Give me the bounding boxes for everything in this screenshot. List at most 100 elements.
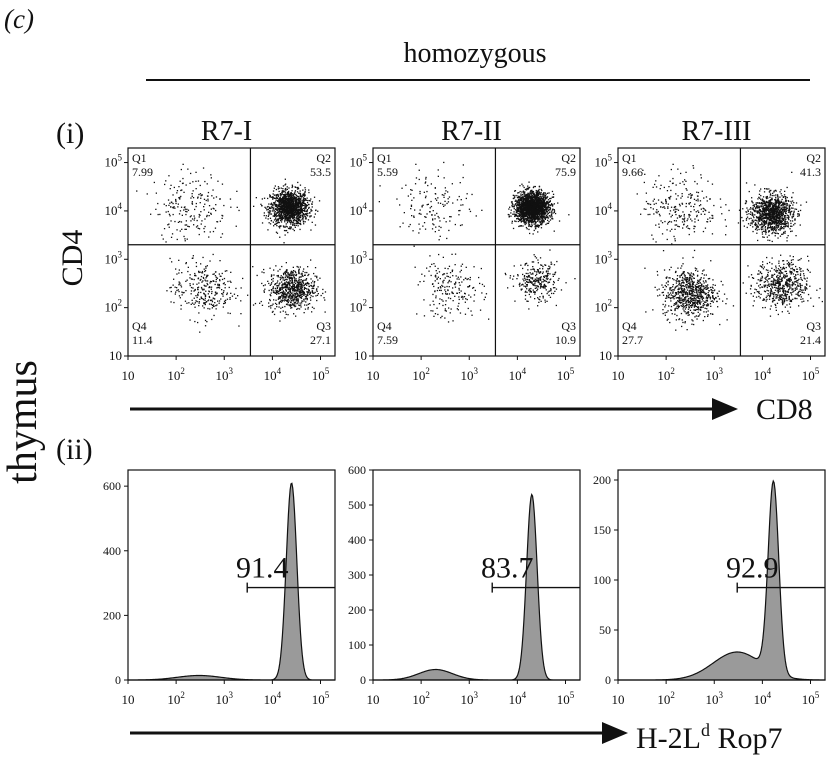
event-dot (285, 296, 287, 298)
event-dot (522, 284, 524, 286)
event-dot (167, 199, 170, 201)
event-dot (294, 219, 297, 221)
event-dot (222, 291, 225, 294)
event-dot (276, 209, 279, 211)
event-dot (293, 215, 295, 217)
event-dot (212, 253, 214, 256)
event-dot (516, 194, 518, 197)
event-dot (318, 200, 321, 202)
event-dot (284, 281, 286, 284)
event-dot (230, 292, 232, 294)
event-dot (218, 287, 221, 289)
event-dot (307, 282, 309, 284)
event-dot (437, 267, 439, 270)
event-dot (283, 226, 285, 228)
event-dot (285, 271, 288, 273)
event-dot (279, 227, 281, 229)
event-dot (280, 203, 282, 205)
event-dot (536, 202, 538, 204)
event-dot (530, 217, 532, 220)
event-dot (299, 222, 302, 224)
event-dot (290, 201, 293, 203)
event-dot (300, 195, 302, 198)
event-dot (299, 190, 301, 192)
event-dot (524, 264, 526, 266)
event-dot (291, 184, 293, 186)
event-dot (185, 262, 187, 265)
event-dot (295, 209, 297, 211)
event-dot (195, 265, 198, 268)
event-dot (295, 274, 297, 277)
event-dot (293, 215, 295, 218)
event-dot (166, 290, 168, 292)
event-dot (273, 207, 275, 209)
event-dot (279, 279, 282, 281)
event-dot (539, 211, 541, 213)
event-dot (213, 305, 215, 307)
event-dot (523, 208, 525, 210)
event-dot (295, 271, 297, 274)
event-dot (283, 200, 285, 203)
event-dot (304, 221, 306, 223)
event-dot (523, 209, 525, 211)
event-dot (541, 206, 543, 209)
event-dot (296, 218, 298, 220)
event-dot (540, 205, 542, 207)
event-dot (176, 273, 178, 275)
event-dot (214, 275, 217, 277)
event-dot (290, 291, 292, 293)
event-dot (267, 211, 269, 213)
event-dot (529, 272, 531, 274)
event-dot (279, 193, 281, 195)
event-dot (544, 192, 546, 194)
event-dot (511, 204, 513, 207)
event-dot (187, 270, 189, 273)
event-dot (292, 205, 294, 207)
event-dot (181, 272, 183, 274)
event-dot (296, 290, 299, 292)
event-dot (539, 208, 541, 210)
event-dot (520, 194, 522, 197)
event-dot (218, 302, 220, 304)
event-dot (272, 193, 274, 195)
event-dot (290, 292, 292, 294)
event-dot (543, 284, 545, 286)
event-dot (300, 223, 302, 226)
event-dot (303, 294, 305, 296)
event-dot (240, 300, 242, 302)
event-dot (293, 288, 295, 290)
event-dot (303, 288, 305, 290)
event-dot (295, 315, 297, 317)
event-dot (535, 280, 537, 283)
event-dot (539, 296, 541, 298)
event-dot (522, 215, 525, 217)
event-dot (209, 308, 211, 310)
event-dot (292, 294, 294, 296)
event-dot (439, 298, 441, 300)
event-dot (314, 291, 316, 294)
event-dot (190, 215, 192, 217)
event-dot (272, 277, 274, 280)
event-dot (200, 197, 202, 199)
event-dot (285, 297, 287, 299)
event-dot (287, 288, 289, 291)
event-dot (540, 191, 542, 194)
event-dot (520, 216, 522, 219)
event-dot (288, 195, 291, 197)
event-dot (309, 212, 311, 214)
event-dot (269, 299, 271, 302)
event-dot (229, 198, 232, 200)
event-dot (288, 281, 290, 283)
event-dot (536, 191, 539, 193)
event-dot (521, 212, 523, 214)
event-dot (534, 204, 536, 206)
event-dot (532, 214, 534, 217)
event-dot (533, 215, 535, 217)
event-dot (539, 257, 542, 259)
event-dot (184, 208, 186, 210)
event-dot (519, 190, 521, 193)
event-dot (285, 229, 288, 232)
event-dot (528, 210, 530, 213)
event-dot (300, 304, 302, 306)
event-dot (283, 273, 285, 276)
